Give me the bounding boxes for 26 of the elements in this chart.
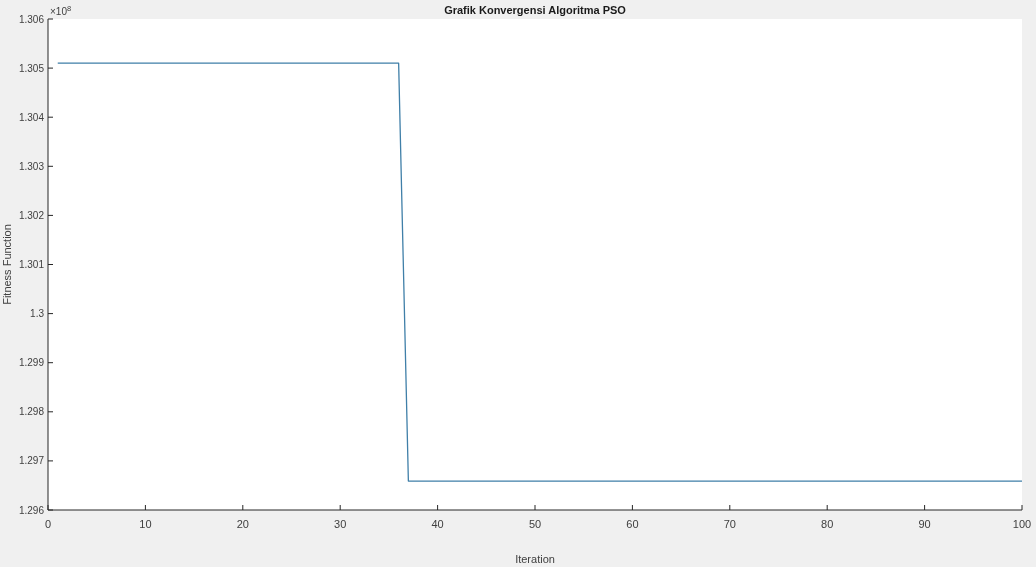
y-tick-label: 1.301	[18, 259, 45, 270]
y-axis-title: Fitness Function	[1, 224, 13, 305]
y-tick-label: 1.302	[18, 209, 45, 221]
x-tick-label: 80	[821, 518, 834, 530]
x-tick-label: 0	[44, 518, 52, 530]
y-tick-label: 1.306	[18, 13, 45, 25]
x-tick-label: 10	[139, 518, 152, 530]
x-tick-label: 40	[431, 518, 444, 530]
x-tick-label: 70	[723, 518, 736, 530]
y-tick-label: 1.298	[18, 406, 45, 418]
x-tick-label: 30	[334, 518, 347, 530]
y-tick-label: 1.304	[18, 111, 45, 123]
y-tick-label: 1.303	[18, 160, 45, 172]
y-tick-label: 1.297	[18, 455, 45, 467]
x-axis-title: Iteration	[515, 553, 555, 565]
y-tick-label: 1.299	[18, 357, 45, 369]
y-tick-label: 1.3	[30, 308, 45, 320]
x-tick-label: 90	[918, 518, 931, 530]
y-tick-label: 1.305	[18, 62, 45, 74]
text: ×10$^{8}$	[50, 3, 72, 17]
x-tick-label: 20	[236, 518, 249, 530]
x-tick-label: 60	[626, 518, 639, 530]
chart-title: Grafik Konvergensi Algoritma PSO	[444, 4, 627, 16]
x-tick-label: 50	[528, 518, 542, 530]
x-tick-label: 100	[1012, 518, 1032, 530]
y-tick-label: 1.296	[18, 504, 45, 516]
